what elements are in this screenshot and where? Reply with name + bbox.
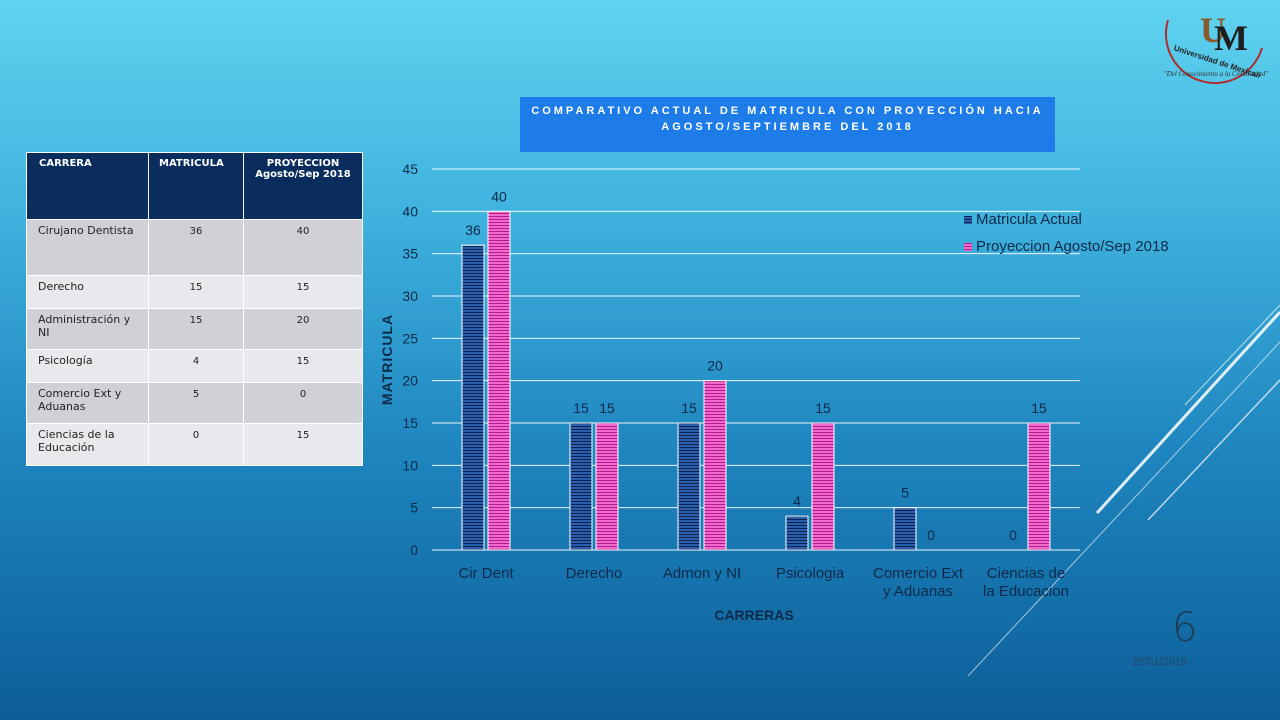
x-tick-label: y Aduanas — [883, 583, 953, 600]
cell-carrera: Administración y NI — [26, 308, 149, 350]
data-label: 0 — [927, 527, 935, 543]
y-tick-label: 20 — [402, 373, 418, 389]
data-label: 0 — [1009, 527, 1017, 543]
universidad-logo: U M Universidad de Mexicali — [1165, 10, 1263, 85]
cell-proyeccion: 15 — [243, 423, 363, 466]
x-axis-title: CARRERAS — [714, 607, 793, 623]
y-tick-label: 10 — [402, 457, 418, 473]
y-tick-label: 15 — [402, 415, 418, 431]
cell-proyeccion: 20 — [243, 308, 363, 350]
cell-matricula: 36 — [148, 219, 244, 276]
table-row: Derecho 15 15 — [26, 275, 363, 309]
y-tick-label: 40 — [402, 203, 418, 219]
y-tick-label: 25 — [402, 330, 418, 346]
bar-matricula — [677, 422, 701, 551]
y-tick-label: 0 — [410, 542, 418, 558]
header-matricula: MATRICULA — [148, 152, 244, 220]
x-tick-label: Derecho — [566, 565, 623, 582]
slide-date: 25/01/2019 — [1132, 656, 1188, 668]
table-row: Ciencias de la Educación 0 15 — [26, 423, 363, 466]
data-label: 4 — [793, 493, 801, 509]
cell-carrera: Cirujano Dentista — [26, 219, 149, 276]
data-label: 36 — [465, 222, 481, 238]
table-header-row: CARRERA MATRICULA PROYECCION Agosto/Sep … — [26, 152, 363, 220]
bar-proyeccion — [595, 422, 619, 551]
data-label: 15 — [599, 400, 615, 416]
legend-swatch — [964, 243, 972, 251]
data-label: 20 — [707, 358, 723, 374]
y-axis-title: MATRICULA — [379, 314, 395, 405]
header-carrera: CARRERA — [26, 152, 149, 220]
data-label: 40 — [491, 188, 507, 204]
cell-proyeccion: 15 — [243, 349, 363, 383]
bar-proyeccion — [811, 422, 835, 551]
y-tick-label: 45 — [402, 161, 418, 177]
logo-tagline: "Del Conocimiento a la Creatividad" — [1163, 70, 1269, 78]
enrollment-table: CARRERA MATRICULA PROYECCION Agosto/Sep … — [26, 152, 363, 466]
bar-chart: 36 40 15 15 15 20 4 15 5 0 0 15 0 5 10 15 20 25 30 35 40 45 C… — [379, 161, 1169, 623]
bar-proyeccion — [703, 380, 727, 551]
bar-matricula — [785, 515, 809, 551]
table-row: Administración y NI 15 20 — [26, 308, 363, 350]
y-tick-label: 30 — [402, 288, 418, 304]
table-row: Cirujano Dentista 36 40 — [26, 219, 363, 276]
data-label: 15 — [815, 400, 831, 416]
cell-proyeccion: 0 — [243, 382, 363, 424]
cell-carrera: Psicología — [26, 349, 149, 383]
x-tick-label: Admon y NI — [663, 565, 741, 582]
legend-label: Matricula Actual — [976, 211, 1082, 228]
bar-matricula — [569, 422, 593, 551]
header-proyeccion: PROYECCION Agosto/Sep 2018 — [243, 152, 363, 220]
data-label: 5 — [901, 485, 909, 501]
y-tick-label: 35 — [402, 246, 418, 262]
cell-matricula: 5 — [148, 382, 244, 424]
bar-matricula — [893, 507, 917, 551]
legend-label: Proyeccion Agosto/Sep 2018 — [976, 238, 1169, 255]
cell-matricula: 4 — [148, 349, 244, 383]
x-tick-label: Psicologia — [776, 565, 845, 582]
slide-number: 6 — [1172, 605, 1198, 651]
bar-proyeccion — [487, 210, 511, 551]
data-label: 15 — [1031, 400, 1047, 416]
cell-matricula: 15 — [148, 308, 244, 350]
cell-proyeccion: 40 — [243, 219, 363, 276]
cell-carrera: Derecho — [26, 275, 149, 309]
chart-title: COMPARATIVO ACTUAL DE MATRICULA CON PROY… — [520, 97, 1055, 152]
x-tick-label: Comercio Ext — [873, 565, 964, 582]
svg-text:U: U — [1200, 10, 1226, 50]
data-label: 15 — [573, 400, 589, 416]
bar-matricula — [461, 244, 485, 551]
table-row: Psicología 4 15 — [26, 349, 363, 383]
bar-proyeccion — [1027, 422, 1051, 551]
cell-proyeccion: 15 — [243, 275, 363, 309]
cell-carrera: Ciencias de la Educación — [26, 423, 149, 466]
data-label: 15 — [681, 400, 697, 416]
x-tick-label: la Educacion — [983, 583, 1069, 600]
cell-carrera: Comercio Ext y Aduanas — [26, 382, 149, 424]
cell-matricula: 15 — [148, 275, 244, 309]
x-tick-label: Ciencias de — [987, 565, 1065, 582]
cell-matricula: 0 — [148, 423, 244, 466]
table-row: Comercio Ext y Aduanas 5 0 — [26, 382, 363, 424]
svg-text:M: M — [1214, 18, 1248, 58]
y-tick-label: 5 — [410, 500, 418, 516]
x-tick-label: Cir Dent — [458, 565, 514, 582]
legend-swatch — [964, 216, 972, 224]
